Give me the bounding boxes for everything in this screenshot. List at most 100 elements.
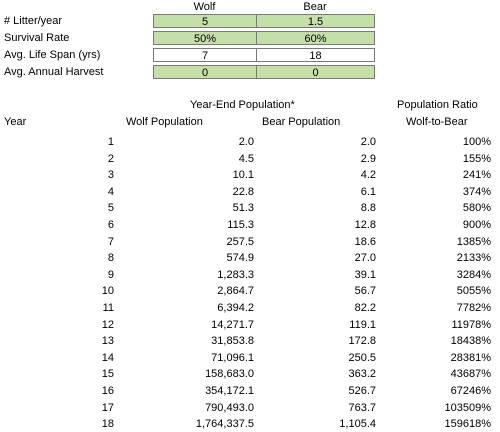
bear-parameter-cell[interactable]: 60%: [256, 31, 375, 45]
year-cell: 8: [107, 252, 114, 264]
bear-population-cell: 56.7: [354, 285, 376, 297]
wolf-population-cell: 22.8: [232, 186, 254, 198]
ratio-cell: 900%: [462, 219, 491, 231]
parameter-label: # Litter/year: [4, 15, 63, 27]
bear-parameter-cell[interactable]: 0: [256, 65, 375, 79]
table-row: 10 2,864.7 56.7 5055%: [0, 283, 500, 299]
year-cell: 11: [102, 302, 114, 314]
ratio-cell: 580%: [462, 202, 491, 214]
year-cell: 6: [107, 219, 114, 231]
wolf-population-cell: 2,864.7: [217, 285, 254, 297]
ratio-cell: 18438%: [450, 335, 491, 347]
year-cell: 9: [107, 269, 114, 281]
bear-population-cell: 250.5: [348, 352, 376, 364]
parameter-label: Avg. Life Span (yrs): [4, 49, 101, 61]
table-row: 14 71,096.1 250.5 28381%: [0, 350, 500, 366]
year-cell: 14: [101, 352, 114, 364]
ratio-cell: 103509%: [444, 402, 492, 414]
ratio-cell: 3284%: [456, 269, 491, 281]
wolf-population-cell: 71,096.1: [211, 352, 254, 364]
wolf-population-cell: 51.3: [232, 202, 254, 214]
year-cell: 7: [107, 236, 114, 248]
table-row: 5 51.3 8.8 580%: [0, 200, 500, 216]
bear-population-cell: 82.2: [354, 302, 376, 314]
year-end-population-header: Year-End Population*: [190, 99, 295, 111]
table-row: 18 1,764,337.5 1,105.4 159618%: [0, 416, 500, 432]
bear-population-cell: 526.7: [348, 385, 376, 397]
table-row: 1 2.0 2.0 100%: [0, 134, 500, 150]
bear-population-cell: 27.0: [354, 252, 376, 264]
table-row: 3 10.1 4.2 241%: [0, 167, 500, 183]
bear-population-cell: 8.8: [360, 202, 376, 214]
year-cell: 15: [101, 368, 114, 380]
population-ratio-header: Population Ratio: [397, 99, 478, 111]
bear-population-cell: 363.2: [348, 368, 376, 380]
wolf-population-cell: 2.0: [238, 136, 254, 148]
bear-population-cell: 763.7: [348, 402, 376, 414]
wolf-parameter-cell[interactable]: 5: [153, 14, 257, 28]
year-cell: 12: [101, 319, 114, 331]
wolf-population-cell: 354,172.1: [205, 385, 254, 397]
table-row: 16 354,172.1 526.7 67246%: [0, 383, 500, 399]
bear-population-cell: 172.8: [348, 335, 376, 347]
bear-population-cell: 1,105.4: [339, 418, 376, 430]
table-row: 12 14,271.7 119.1 11978%: [0, 317, 500, 333]
table-row: 4 22.8 6.1 374%: [0, 184, 500, 200]
ratio-cell: 5055%: [456, 285, 491, 297]
table-row: 2 4.5 2.9 155%: [0, 151, 500, 167]
wolf-population-cell: 790,493.0: [205, 402, 254, 414]
wolf-population-cell: 574.9: [226, 252, 254, 264]
ratio-cell: 155%: [462, 153, 491, 165]
table-row: 7 257.5 18.6 1385%: [0, 234, 500, 250]
ratio-cell: 11978%: [451, 319, 491, 331]
bear-population-cell: 12.8: [354, 219, 376, 231]
wolf-population-cell: 1,764,337.5: [195, 418, 254, 430]
wolf-parameter-cell[interactable]: 50%: [153, 31, 257, 45]
year-cell: 17: [101, 402, 114, 414]
ratio-cell: 159618%: [444, 418, 492, 430]
bear-population-header: Bear Population: [262, 116, 341, 128]
ratio-cell: 374%: [462, 186, 491, 198]
ratio-cell: 67246%: [450, 385, 491, 397]
year-cell: 4: [107, 186, 114, 198]
bear-population-cell: 18.6: [354, 236, 376, 248]
parameter-label: Survival Rate: [4, 32, 70, 44]
table-row: 6 115.3 12.8 900%: [0, 217, 500, 233]
wolf-population-cell: 4.5: [238, 153, 254, 165]
ratio-cell: 100%: [462, 136, 491, 148]
table-row: 9 1,283.3 39.1 3284%: [0, 267, 500, 283]
wolf-population-cell: 10.1: [232, 169, 254, 181]
wolf-population-cell: 115.3: [227, 219, 254, 231]
year-header: Year: [4, 116, 27, 128]
ratio-cell: 7782%: [456, 302, 491, 314]
wolf-population-header: Wolf Population: [126, 116, 203, 128]
bear-population-cell: 4.2: [360, 169, 376, 181]
wolf-parameter-cell[interactable]: 0: [153, 65, 257, 79]
ratio-cell: 43687%: [450, 368, 491, 380]
wolf-column-header: Wolf: [193, 1, 216, 13]
bear-parameter-cell[interactable]: 1.5: [256, 14, 375, 28]
wolf-population-cell: 14,271.7: [211, 319, 254, 331]
wolf-population-cell: 158,683.0: [205, 368, 254, 380]
table-row: 17 790,493.0 763.7 103509%: [0, 400, 500, 416]
year-cell: 3: [107, 169, 114, 181]
wolf-parameter-cell[interactable]: 7: [153, 48, 257, 62]
bear-population-cell: 2.0: [360, 136, 376, 148]
bear-population-cell: 6.1: [360, 186, 376, 198]
wolf-population-cell: 6,394.2: [217, 302, 254, 314]
bear-population-cell: 39.1: [354, 269, 376, 281]
ratio-cell: 241%: [462, 169, 491, 181]
year-cell: 2: [107, 153, 114, 165]
wolf-population-cell: 1,283.3: [217, 269, 254, 281]
year-cell: 5: [107, 202, 114, 214]
year-cell: 18: [101, 418, 114, 430]
bear-column-header: Bear: [303, 1, 327, 13]
ratio-cell: 1385%: [456, 236, 491, 248]
year-cell: 1: [107, 136, 114, 148]
bear-parameter-cell[interactable]: 18: [256, 48, 375, 62]
parameter-label: Avg. Annual Harvest: [4, 66, 104, 78]
table-row: 15 158,683.0 363.2 43687%: [0, 366, 500, 382]
year-cell: 16: [101, 385, 114, 397]
wolf-to-bear-header: Wolf-to-Bear: [406, 116, 468, 128]
bear-population-cell: 119.1: [349, 319, 376, 331]
